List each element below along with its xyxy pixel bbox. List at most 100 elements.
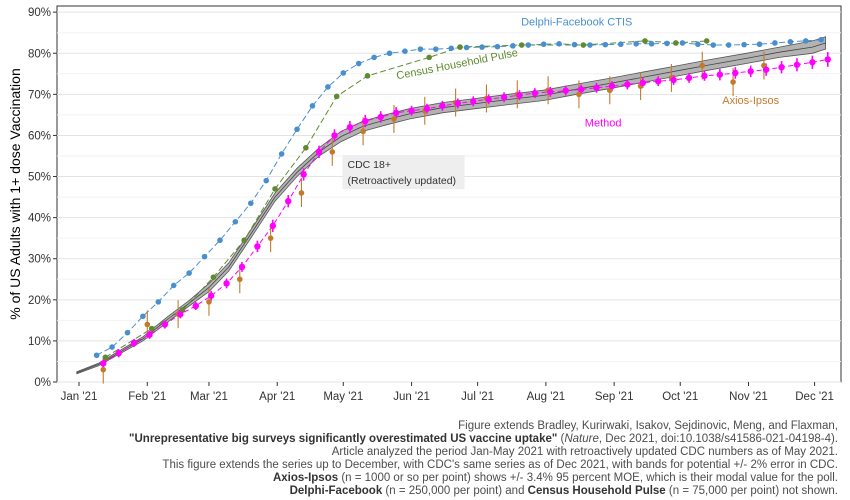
delphi-facebook-ctis-point (93, 352, 100, 359)
delphi-facebook-ctis-point (587, 42, 593, 48)
caption-line-5: Axios-Ipsos (n = 1000 or so per point) s… (20, 472, 838, 485)
delphi-facebook-ctis-point (232, 218, 239, 225)
delphi-facebook-ctis-point (679, 40, 686, 46)
y-tick-label: 20% (28, 295, 51, 307)
delphi-facebook-ctis-point (617, 41, 624, 48)
method-point (732, 69, 739, 77)
method-point (608, 82, 616, 90)
y-tick-label: 50% (28, 172, 51, 184)
x-tick-label: Jan '21 (61, 391, 98, 403)
method-point (809, 59, 816, 66)
method-point (300, 171, 307, 178)
delphi-facebook-ctis-point (217, 237, 223, 244)
caption-line-3: Article analyzed the period Jan-May 2021… (331, 446, 838, 458)
method-point (593, 84, 600, 91)
method-point (254, 243, 261, 250)
delphi-facebook-ctis-point (340, 70, 347, 76)
delphi-facebook-ctis-point (571, 41, 578, 48)
census-household-pulse-point (364, 73, 371, 79)
delphi-facebook-ctis-point (494, 43, 501, 50)
axios-ipsos-point (360, 128, 366, 135)
axios-ipsos-point (699, 62, 706, 69)
y-tick-label: 30% (28, 254, 51, 266)
census-household-pulse-point (518, 42, 525, 48)
census-household-pulse-point (102, 354, 109, 361)
x-tick-label: Oct '21 (662, 391, 698, 403)
method-point (346, 124, 354, 131)
y-tick-label: 90% (28, 7, 51, 19)
census-household-pulse-point (673, 40, 679, 46)
axios-ipsos-point (730, 79, 736, 85)
method-point (285, 197, 292, 205)
axios-ipsos-point (236, 276, 243, 283)
delphi-facebook-ctis-point (802, 38, 809, 44)
method-point (115, 350, 122, 357)
method-point (423, 105, 431, 112)
delphi-facebook-ctis-point (695, 41, 701, 48)
method-point (238, 263, 246, 271)
method-line (102, 58, 828, 364)
method-point (392, 109, 400, 117)
delphi-facebook-ctis-point (463, 44, 470, 51)
delphi-facebook-ctis-point (664, 40, 670, 47)
delphi-facebook-ctis-point (417, 46, 424, 52)
x-tick-label: Dec '21 (795, 391, 834, 403)
method-point (130, 339, 138, 347)
method-point (362, 117, 369, 125)
x-tick-label: May '21 (323, 391, 363, 403)
delphi-facebook-ctis-point (741, 41, 747, 48)
delphi-facebook-ctis-point (479, 44, 485, 50)
method-point (793, 61, 801, 68)
method-point (701, 72, 708, 80)
census-household-pulse-point (148, 325, 155, 332)
delphi-facebook-ctis-point (540, 41, 547, 48)
axios-ipsos-point (206, 299, 212, 305)
method-point (624, 81, 631, 88)
grid-lines (57, 11, 841, 383)
method-point (516, 91, 523, 99)
y-axis-label: % of US Adults with 1+ dose Vaccination (7, 68, 23, 320)
delphi-facebook-ctis-point (309, 103, 316, 109)
y-tick-label: 60% (28, 130, 51, 142)
method-point (562, 87, 569, 94)
delphi-facebook-ctis-point (325, 84, 331, 90)
x-tick-label: Jul '21 (461, 391, 494, 403)
caption-journal: Nature (564, 433, 599, 445)
census-household-pulse-point (703, 38, 710, 44)
census-household-pulse-point (210, 274, 217, 281)
delphi-facebook-ctis-point (556, 41, 562, 47)
census-household-pulse-point (642, 38, 648, 44)
delphi-facebook-ctis-point (525, 42, 532, 48)
axios-ipsos-point (144, 321, 151, 328)
method-point (100, 360, 107, 367)
method-point (639, 79, 646, 87)
caption-delphi: Delphi-Facebook (289, 485, 383, 497)
delphi-facebook-ctis-point (140, 313, 146, 320)
delphi-facebook-ctis-point (725, 42, 732, 48)
delphi-facebook-ctis-point (432, 46, 439, 52)
caption-line-4: This figure extends the series up to Dec… (162, 459, 838, 471)
delphi-facebook-ctis-point (155, 299, 162, 305)
delphi-facebook-ctis-point (510, 43, 516, 49)
delphi-facebook-ctis-point (247, 200, 254, 207)
axios-ipsos-point (576, 91, 582, 98)
method-point (577, 86, 585, 93)
method-point (331, 132, 338, 139)
y-tick-label: 40% (28, 213, 51, 225)
method-point (500, 94, 508, 101)
y-tick-label: 10% (28, 336, 51, 348)
x-tick-label: Mar '21 (190, 391, 228, 403)
delphi-facebook-ctis-point (772, 40, 778, 46)
caption-census-note: (n = 75,000 per point) not shown. (665, 485, 838, 497)
axios-ipsos-point (298, 190, 305, 196)
method-point (531, 89, 539, 97)
axios-ipsos-point (391, 116, 397, 122)
caption-census: Census Household Pulse (527, 485, 666, 497)
method-point (315, 148, 323, 156)
axios-ipsos-point (100, 366, 107, 373)
census-household-pulse-point (580, 42, 587, 48)
census-household-pulse-line (105, 40, 707, 358)
method-point (824, 56, 831, 63)
x-tick-label: Apr '21 (259, 391, 295, 403)
method-point (685, 74, 693, 82)
